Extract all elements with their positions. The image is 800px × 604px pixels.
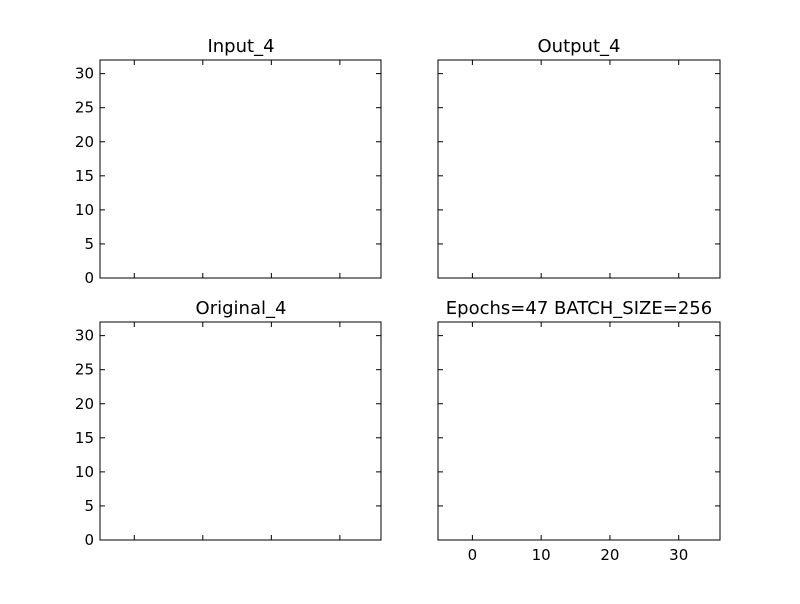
- horse-body: [469, 63, 645, 146]
- y-tick-label: 30: [75, 327, 94, 345]
- y-tick-label: 0: [84, 531, 94, 549]
- image-pixels: [469, 63, 693, 272]
- y-tick-label: 25: [75, 99, 94, 117]
- horse-face: [175, 386, 258, 517]
- panel-title: Input_4: [207, 36, 274, 57]
- horse-face: [175, 124, 258, 255]
- panel-title: Epochs=47 BATCH_SIZE=256: [446, 298, 712, 319]
- output-image: [469, 63, 693, 272]
- original-image: [131, 325, 355, 534]
- panel-empty: Epochs=47 BATCH_SIZE=256 0 10 20 30: [438, 298, 720, 564]
- axis-ticks: [438, 60, 720, 278]
- y-tick-label: 20: [75, 133, 94, 151]
- horse-mane: [535, 63, 693, 272]
- image-pixels: [131, 63, 355, 272]
- input-image: [131, 63, 355, 272]
- y-tick-label: 15: [75, 429, 94, 447]
- bridle: [197, 417, 267, 452]
- horse-face: [513, 124, 597, 255]
- horse-body: [131, 63, 306, 146]
- axes-frame: [438, 322, 720, 540]
- axis-ticks: 0 5 10 15 20 25 30: [75, 60, 381, 287]
- axis-ticks: 0 10 20 30: [438, 322, 720, 564]
- panel-output: Output_4: [438, 36, 720, 278]
- rein: [197, 330, 210, 365]
- panel-title: Output_4: [538, 36, 621, 57]
- horse-mane: [197, 325, 355, 534]
- axis-ticks: 0 5 10 15 20 25 30: [75, 322, 381, 549]
- x-tick-label: 10: [532, 546, 551, 564]
- rein: [197, 68, 210, 103]
- rein: [535, 68, 548, 103]
- y-tick-label: 15: [75, 167, 94, 185]
- y-tick-label: 5: [84, 497, 94, 515]
- axes-frame: [438, 60, 720, 278]
- panel-input: Input_4 0 5 10 15 20 25 30: [75, 36, 381, 287]
- y-tick-label: 30: [75, 65, 94, 83]
- y-tick-label: 10: [75, 201, 94, 219]
- panel-title: Original_4: [196, 298, 287, 319]
- y-tick-label: 5: [84, 235, 94, 253]
- y-tick-label: 0: [84, 269, 94, 287]
- bridle: [535, 155, 605, 190]
- horse-body: [131, 325, 306, 408]
- axes-frame: [100, 60, 381, 278]
- horse-mane: [197, 63, 355, 272]
- y-tick-label: 10: [75, 463, 94, 481]
- x-tick-label: 30: [669, 546, 688, 564]
- x-tick-label: 0: [468, 546, 478, 564]
- image-pixels: [131, 325, 355, 534]
- y-tick-label: 25: [75, 361, 94, 379]
- y-tick-label: 20: [75, 395, 94, 413]
- x-tick-label: 20: [600, 546, 619, 564]
- panel-original: Original_4 0 5 10 15 20 25 30: [75, 298, 381, 549]
- axes-frame: [100, 322, 381, 540]
- bridle: [197, 155, 267, 190]
